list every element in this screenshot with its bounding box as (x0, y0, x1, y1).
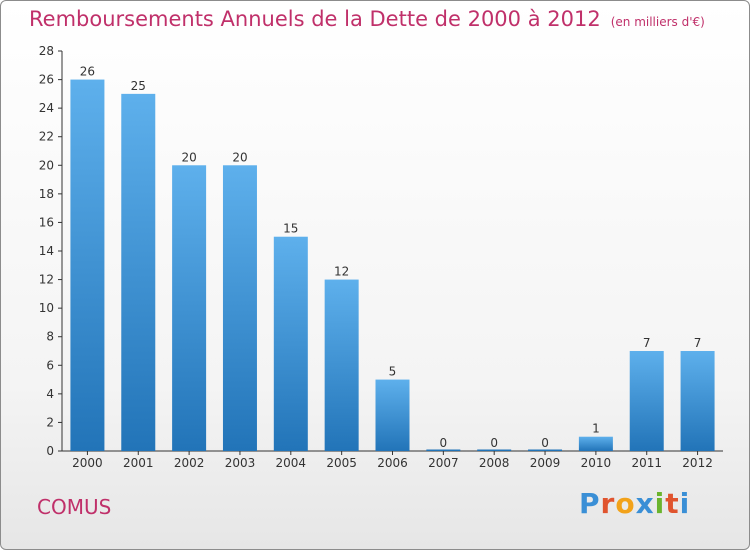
bar-2002 (172, 165, 207, 452)
bar-2012 (680, 351, 715, 451)
y-tick-label: 12 (39, 273, 54, 287)
y-tick-label: 20 (39, 158, 54, 172)
y-tick-label: 18 (39, 187, 54, 201)
brand-letter: o (615, 487, 636, 520)
x-tick-label-2003: 2003 (225, 456, 256, 470)
data-label-2001: 25 (131, 79, 146, 93)
bar-2011 (629, 351, 664, 451)
x-tick-label-2005: 2005 (326, 456, 357, 470)
brand-logo: Proxiti (579, 487, 690, 520)
bar-2003 (222, 165, 257, 452)
y-tick-label: 14 (39, 244, 54, 258)
chart-title: Remboursements Annuels de la Dette de 20… (29, 7, 705, 31)
brand-letter: P (579, 487, 601, 520)
x-tick-label-2001: 2001 (123, 456, 154, 470)
x-tick-label-2011: 2011 (631, 456, 662, 470)
chart-title-text: Remboursements Annuels de la Dette de 20… (29, 7, 601, 31)
y-tick-label: 6 (46, 358, 54, 372)
x-tick-label-2000: 2000 (72, 456, 103, 470)
y-tick-label: 10 (39, 301, 54, 315)
data-label-2000: 26 (80, 65, 95, 79)
data-label-2009: 0 (541, 436, 549, 450)
data-label-2005: 12 (334, 265, 349, 279)
data-label-2011: 7 (643, 336, 651, 350)
bar-2008 (477, 449, 512, 451)
bar-2005 (324, 279, 359, 451)
y-tick-label: 2 (46, 415, 54, 429)
x-tick-label-2012: 2012 (682, 456, 713, 470)
data-label-2008: 0 (490, 436, 498, 450)
x-tick-label-2002: 2002 (174, 456, 205, 470)
y-tick-label: 4 (46, 387, 54, 401)
bar-2010 (578, 436, 613, 451)
data-label-2007: 0 (440, 436, 448, 450)
brand-letter: i (654, 487, 666, 520)
data-label-2010: 1 (592, 422, 600, 436)
bar-2000 (70, 79, 105, 452)
brand-letter: x (635, 487, 655, 520)
x-tick-label-2010: 2010 (581, 456, 612, 470)
data-label-2006: 5 (389, 365, 397, 379)
y-tick-label: 26 (39, 73, 54, 87)
brand-letter: t (665, 487, 680, 520)
y-tick-label: 8 (46, 330, 54, 344)
y-tick-label: 24 (39, 101, 54, 115)
brand-letter: i (679, 487, 691, 520)
bar-2001 (121, 93, 156, 451)
x-tick-label-2007: 2007 (428, 456, 459, 470)
y-tick-label: 16 (39, 215, 54, 229)
bar-2007 (426, 449, 461, 451)
x-tick-label-2009: 2009 (530, 456, 561, 470)
x-tick-label-2006: 2006 (377, 456, 408, 470)
x-tick-label-2008: 2008 (479, 456, 510, 470)
data-label-2004: 15 (283, 222, 298, 236)
bar-2009 (528, 449, 563, 451)
commune-name: COMUS (37, 495, 112, 519)
chart-subtitle: (en milliers d'€) (610, 15, 705, 29)
data-label-2012: 7 (694, 336, 702, 350)
bar-2004 (273, 236, 308, 451)
chart-bars: 26 25 20 20 15 12 5 0 0 0 1 7 7 (70, 65, 715, 452)
brand-letter: r (600, 487, 616, 520)
data-label-2003: 20 (232, 150, 247, 164)
y-tick-label: 22 (39, 130, 54, 144)
bar-2006 (375, 379, 410, 451)
y-tick-label: 0 (46, 444, 54, 458)
x-tick-label-2004: 2004 (276, 456, 307, 470)
y-tick-label: 28 (39, 44, 54, 58)
data-label-2002: 20 (181, 150, 196, 164)
